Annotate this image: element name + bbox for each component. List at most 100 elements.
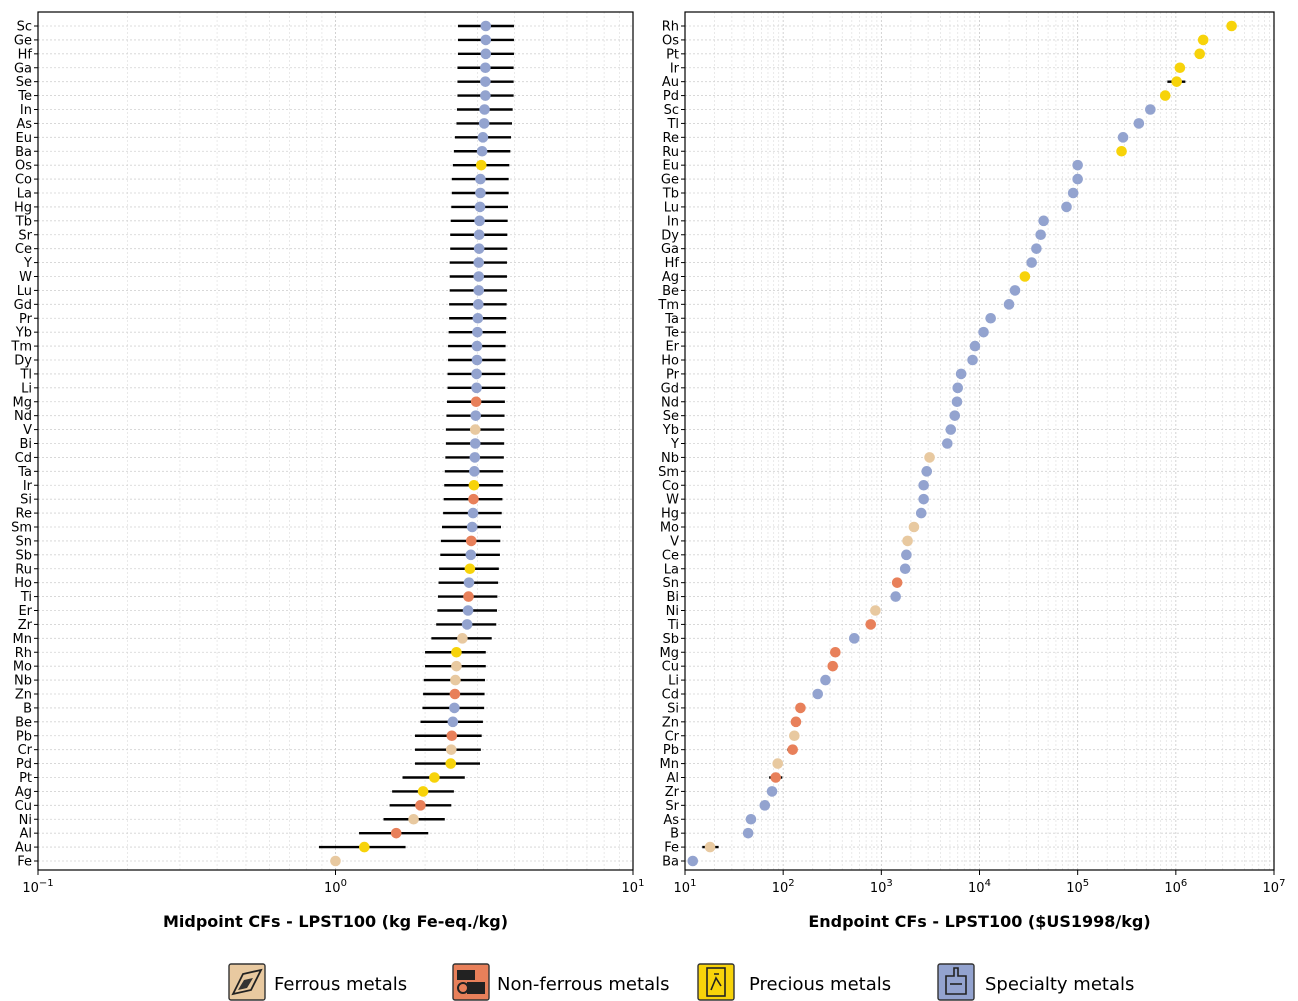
data-point-As [478,118,490,129]
y-tick-label: Ho [14,576,32,591]
y-tick-label: Ba [15,145,32,160]
y-tick-label: Ru [662,145,679,160]
legend-label: Ferrous metals [274,974,407,995]
y-tick-label: Mn [13,632,32,647]
data-point-Pr [955,368,967,380]
y-tick-label: Ga [661,242,679,257]
y-tick-label: Er [665,340,679,355]
y-tick-label: Pr [19,312,33,327]
data-point-B [742,827,754,839]
data-point-Ce [901,549,912,561]
x-tick-label: 101 [622,878,645,896]
data-point-V [469,424,481,435]
data-point-Tb [1067,187,1079,199]
y-tick-label: Al [19,827,32,842]
x-tick-label: 107 [1263,878,1286,896]
data-point-Li [471,382,482,394]
data-point-Ho [463,577,475,588]
y-tick-label: Tm [657,298,679,313]
endpoint-plot-frame [684,11,1275,871]
y-tick-label: Sr [18,228,32,243]
non-ferrous-metals-icon [452,963,490,1001]
data-point-Nd [951,396,963,408]
data-point-Se [480,76,491,87]
data-point-Sc [480,20,492,32]
y-tick-label: Se [16,75,32,90]
data-point-Pt [429,772,440,783]
y-tick-label: Ag [15,785,32,800]
data-point-Ba [476,145,488,157]
y-tick-label: Fe [17,855,32,870]
y-tick-label: Al [666,771,679,786]
y-tick-label: Sm [11,521,32,536]
data-point-Ce [473,243,485,254]
y-tick-label: Zr [18,618,33,633]
data-point-Zr [461,619,473,630]
data-point-Yb [945,424,957,435]
data-point-Dy [1035,229,1046,241]
legend-label: Specialty metals [985,974,1134,995]
y-tick-label: Be [662,284,679,299]
y-tick-label: Nd [14,409,32,424]
legend-label: Precious metals [749,974,891,995]
data-point-W [918,493,929,505]
data-point-Tl [1133,118,1145,129]
y-tick-label: Ba [662,855,679,870]
data-point-Fe [330,855,341,867]
y-tick-label: Ce [15,242,32,257]
data-point-Ni [408,813,419,825]
y-tick-label: In [667,214,679,229]
data-point-Au [1171,76,1182,87]
data-point-Te [480,90,491,101]
data-point-Sb [848,633,860,644]
data-point-Dy [471,354,483,366]
x-tick-label: 101 [674,878,697,896]
y-tick-label: Mg [13,395,32,410]
y-tick-label: V [670,534,679,549]
data-point-Si [468,493,479,505]
y-tick-label: Pb [16,729,32,744]
x-tick-label: 100 [324,878,347,896]
y-tick-label: Dy [14,354,32,369]
data-point-In [479,104,490,115]
y-tick-label: Ga [14,61,32,76]
y-tick-label: Ti [20,590,32,605]
data-point-Cu [827,660,839,672]
data-point-As [745,813,757,825]
y-tick-label: Co [662,479,679,494]
data-point-Cu [415,800,426,811]
data-point-Ru [464,563,476,575]
y-tick-label: Ni [19,813,32,828]
data-point-Ba [687,855,699,867]
y-tick-label: Mo [660,521,679,536]
data-point-Re [1117,132,1129,143]
y-tick-label: Pb [663,743,679,758]
data-point-Ag [1019,271,1031,282]
data-point-Sr [759,800,771,811]
ferrous-metals-icon [228,963,266,1001]
data-point-La [475,187,486,199]
y-tick-label: Yb [15,326,32,341]
data-point-Be [1009,285,1021,296]
data-point-Ho [967,354,978,366]
endpoint-chart-panel: RhOsPtIrAuPdScTlReRuEuGeTbLuInDyGaHfAgBe… [657,11,1286,931]
data-point-Er [462,605,474,616]
y-tick-label: Zn [15,688,32,703]
y-tick-label: Y [670,437,679,452]
midpoint-chart-panel: ScGeHfGaSeTeInAsEuBaOsCoLaHgTbSrCeYWLuGd… [10,11,645,931]
data-point-Re [467,507,479,519]
y-tick-label: Hg [14,200,32,215]
y-tick-label: Cr [665,729,680,744]
data-point-Te [978,326,989,338]
y-tick-label: La [664,562,679,577]
y-tick-label: Pt [19,771,32,786]
x-tick-label: 106 [1164,878,1187,896]
data-point-Yb [472,326,483,338]
data-point-Lu [473,285,485,296]
data-point-Ti [463,591,474,602]
data-point-Mn [457,633,468,644]
y-tick-label: Ge [14,33,32,48]
data-point-Tm [471,340,483,352]
data-point-Ge [1072,173,1083,185]
y-tick-label: Te [17,89,32,104]
